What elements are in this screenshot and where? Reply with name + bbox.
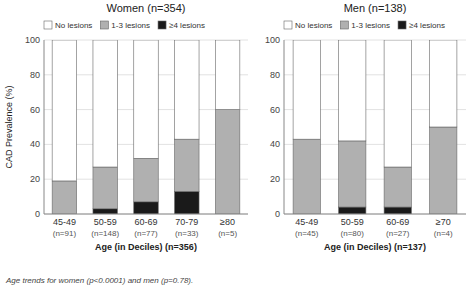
bars: [293, 40, 457, 214]
x-tick-label: ≥80: [220, 217, 235, 227]
x-tick-label: 60-69: [134, 217, 157, 227]
bar-segment: [215, 110, 239, 214]
bar-segment: [175, 191, 199, 214]
bar-segment: [430, 40, 457, 127]
x-tick-label: 50-59: [341, 217, 364, 227]
annotation: (n=27): [386, 229, 410, 238]
y-tick-label: 40: [270, 139, 280, 149]
y-tick-label: 20: [30, 174, 40, 184]
y-tick-label: 80: [30, 70, 40, 80]
legend-swatch: [340, 21, 348, 29]
bar-segment: [52, 40, 76, 181]
legend: No lesions 1-3 lesions ≥4 lesions: [44, 21, 205, 30]
footnote: Age trends for women (p<0.0001) and men …: [5, 276, 193, 285]
legend-swatch: [158, 21, 166, 29]
annotation: (n=80): [341, 229, 365, 238]
title: Men (n=138): [344, 2, 407, 14]
y-axis-label: CAD Prevalence (%): [4, 85, 14, 168]
title: Women (n=354): [107, 2, 186, 14]
annotation: (n=5): [218, 229, 237, 238]
bar-segment: [430, 127, 457, 214]
x-axis: [284, 214, 466, 215]
y-tick-label: 0: [275, 209, 280, 219]
annotation: (n=91): [53, 229, 77, 238]
annotation: (n=148): [91, 229, 119, 238]
bar-segment: [339, 40, 366, 141]
figure: Women (n=354) 0 20 40 60 80 100 45-49 50-59 60-69…: [0, 0, 474, 291]
y-axis: [44, 40, 45, 214]
bar-segment: [384, 207, 411, 214]
x-tick-label: 60-69: [386, 217, 409, 227]
x-tick-label: 70-79: [175, 217, 198, 227]
x-tick-label: ≥70: [436, 217, 451, 227]
y-tick-label: 100: [25, 35, 40, 45]
annotation: (n=45): [295, 229, 319, 238]
legend: No lesions 1-3 lesions ≥4 lesions: [284, 21, 445, 30]
legend-swatch: [44, 21, 52, 29]
legend-label: No lesions: [55, 21, 92, 30]
bar-segment: [293, 40, 320, 139]
bar-segment: [293, 139, 320, 214]
bar-segment: [384, 40, 411, 167]
legend-label: No lesions: [295, 21, 332, 30]
bars: [52, 40, 240, 214]
bar-segment: [215, 40, 239, 110]
bar-segment: [384, 167, 411, 207]
bar-segment: [175, 139, 199, 191]
panel: Men (n=138) 0 20 40 60 80 100 45-49 50-59 60-69 ≥7…: [265, 2, 466, 252]
annotation: (n=4): [434, 229, 453, 238]
legend-swatch: [398, 21, 406, 29]
grid-line: [284, 214, 466, 215]
bar-segment: [339, 141, 366, 207]
x-tick-label: 45-49: [295, 217, 318, 227]
y-tick-label: 20: [270, 174, 280, 184]
x-axis-label: Age (in Deciles) (n=356): [95, 242, 197, 252]
bar-segment: [175, 40, 199, 139]
legend-label: 1-3 lesions: [351, 21, 390, 30]
page: {"chart_data": [ {"type": "bar", "stacke…: [0, 0, 474, 291]
legend-swatch: [284, 21, 292, 29]
bar-segment: [52, 181, 76, 214]
panel: Women (n=354) 0 20 40 60 80 100 45-49 50-59 60-69…: [4, 2, 248, 252]
annotation: (n=33): [175, 229, 199, 238]
x-axis: [44, 214, 248, 215]
y-tick-label: 40: [30, 139, 40, 149]
grid-line: [44, 214, 248, 215]
legend-label: ≥4 lesions: [169, 21, 205, 30]
bar-segment: [134, 202, 158, 214]
y-tick-label: 100: [265, 35, 280, 45]
x-tick-label: 50-59: [94, 217, 117, 227]
bar-segment: [134, 158, 158, 202]
y-axis: [284, 40, 285, 214]
y-tick-label: 0: [35, 209, 40, 219]
annotation: (n=77): [134, 229, 158, 238]
x-axis-label: Age (in Deciles) (n=137): [324, 242, 426, 252]
bar-segment: [93, 209, 117, 214]
y-tick-label: 80: [270, 70, 280, 80]
y-tick-label: 60: [30, 105, 40, 115]
y-tick-label: 60: [270, 105, 280, 115]
x-tick-label: 45-49: [53, 217, 76, 227]
legend-label: 1-3 lesions: [111, 21, 150, 30]
bar-segment: [93, 167, 117, 209]
bar-segment: [93, 40, 117, 167]
bar-segment: [134, 40, 158, 158]
legend-swatch: [100, 21, 108, 29]
legend-label: ≥4 lesions: [409, 21, 445, 30]
bar-segment: [339, 207, 366, 214]
